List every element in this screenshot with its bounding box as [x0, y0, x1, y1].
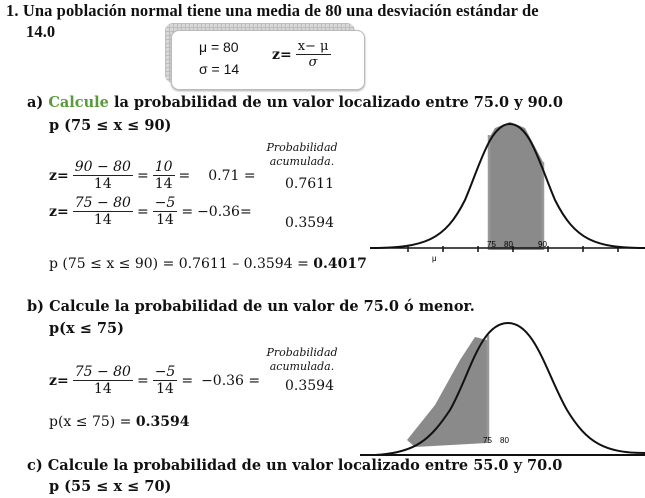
- part-b-cumulative-label: Probabilidad acumulada.: [262, 346, 342, 374]
- part-c-title: c) Calcule la probabilidad de un valor l…: [27, 457, 562, 474]
- z-prefix: z=: [49, 203, 69, 220]
- z-prefix: z=: [49, 372, 69, 389]
- axis-b: [360, 454, 645, 456]
- frac-den: 14: [156, 381, 174, 397]
- mu-label: μ: [432, 254, 437, 263]
- z-value: −0.36 =: [201, 372, 261, 389]
- result-prefix: p (75 ≤ x ≤ 90) = 0.7611 – 0.3594 =: [49, 256, 314, 272]
- z-formula: z= x− μ σ: [272, 39, 331, 70]
- part-b-result: p(x ≤ 75) = 0.3594: [49, 414, 189, 430]
- frac-den: 14: [154, 176, 173, 192]
- problem-line2: 14.0: [26, 22, 56, 41]
- shaded-region-a: [489, 122, 543, 250]
- part-b-prob: 0.3594: [285, 378, 334, 394]
- part-c-label: c): [27, 457, 43, 474]
- cum-label-line2: acumulada.: [269, 155, 335, 168]
- tick-90: 90: [538, 240, 547, 249]
- frac-num: 75 − 80: [72, 195, 133, 212]
- part-c-title-text: Calcule la probabilidad de un valor loca…: [47, 457, 563, 474]
- part-a-z2-equation: z= 75 − 80 14 = −5 14 = −0.36=: [49, 195, 252, 228]
- equals: =: [178, 167, 191, 184]
- equals: =: [181, 203, 194, 220]
- problem-statement: 1. Una población normal tiene una media …: [6, 1, 539, 21]
- part-a-cumulative-label: Probabilidad acumulada.: [262, 141, 342, 169]
- part-a-expression: p (75 ≤ x ≤ 90): [49, 117, 172, 134]
- frac-num: 75 − 80: [72, 364, 133, 381]
- frac-num: 90 − 80: [72, 159, 133, 176]
- part-b-expression: p(x ≤ 75): [49, 320, 124, 337]
- part-a-prob1: 0.7611: [285, 176, 334, 192]
- cum-label-line2: acumulada.: [269, 360, 335, 373]
- frac-num: 10: [152, 159, 175, 176]
- result-value: 0.3594: [135, 414, 190, 430]
- frac-den: 14: [93, 212, 112, 228]
- cum-label-line1: Probabilidad: [266, 141, 338, 154]
- problem-number: 1.: [6, 1, 19, 20]
- part-a-result: p (75 ≤ x ≤ 90) = 0.7611 – 0.3594 = 0.40…: [49, 256, 367, 272]
- normal-curve-a: 75 80 90 μ: [369, 122, 645, 263]
- frac-den: 14: [156, 212, 174, 228]
- tick-80: 80: [504, 240, 513, 249]
- z-formula-numerator: x− μ: [295, 39, 331, 55]
- part-b-label: b): [27, 298, 44, 315]
- part-c-expression: p (55 ≤ x ≤ 70): [49, 478, 172, 495]
- mu-value: μ = 80: [199, 39, 239, 55]
- part-a-label: a): [27, 94, 44, 111]
- z-prefix: z=: [49, 167, 69, 184]
- z-formula-denominator: σ: [308, 55, 318, 70]
- equals: =: [136, 167, 149, 184]
- frac-num: −5: [152, 364, 178, 381]
- equals: =: [181, 372, 194, 389]
- result-prefix: p(x ≤ 75) =: [49, 414, 136, 430]
- part-a-verb: Calcule: [48, 94, 109, 111]
- z1-value: 0.71 =: [208, 167, 256, 184]
- frac-den: 14: [93, 381, 112, 397]
- part-b-z-equation: z= 75 − 80 14 = −5 14 = −0.36 =: [49, 364, 260, 397]
- result-value: 0.4017: [313, 256, 367, 272]
- frac-den: 14: [93, 176, 112, 192]
- part-a-z1-equation: z= 90 − 80 14 = 10 14 = 0.71 =: [49, 159, 256, 192]
- part-a-prob2: 0.3594: [285, 215, 334, 231]
- tick-80: 80: [500, 436, 509, 445]
- equals: =: [136, 372, 149, 389]
- part-a-title-text: la probabilidad de un valor localizado e…: [113, 94, 563, 111]
- frac-num: −5: [152, 195, 178, 212]
- sigma-value: σ = 14: [199, 61, 240, 77]
- equals: =: [136, 203, 149, 220]
- z-label: z=: [272, 46, 292, 63]
- cum-label-line1: Probabilidad: [266, 346, 338, 359]
- z2-value: −0.36=: [197, 203, 252, 220]
- tick-75: 75: [483, 436, 492, 445]
- shaded-region-b: [407, 337, 487, 447]
- part-b-title: b) Calcule la probabilidad de un valor d…: [27, 298, 475, 315]
- normal-curve-b: 75 80: [375, 321, 645, 455]
- part-a-title: a) Calcule la probabilidad de un valor l…: [27, 94, 563, 111]
- problem-line1: Una población normal tiene una media de …: [22, 1, 539, 20]
- given-box: μ = 80 σ = 14 z= x− μ σ: [171, 30, 365, 90]
- part-b-title-text: Calcule la probabilidad de un valor de 7…: [49, 298, 475, 315]
- tick-75: 75: [487, 240, 496, 249]
